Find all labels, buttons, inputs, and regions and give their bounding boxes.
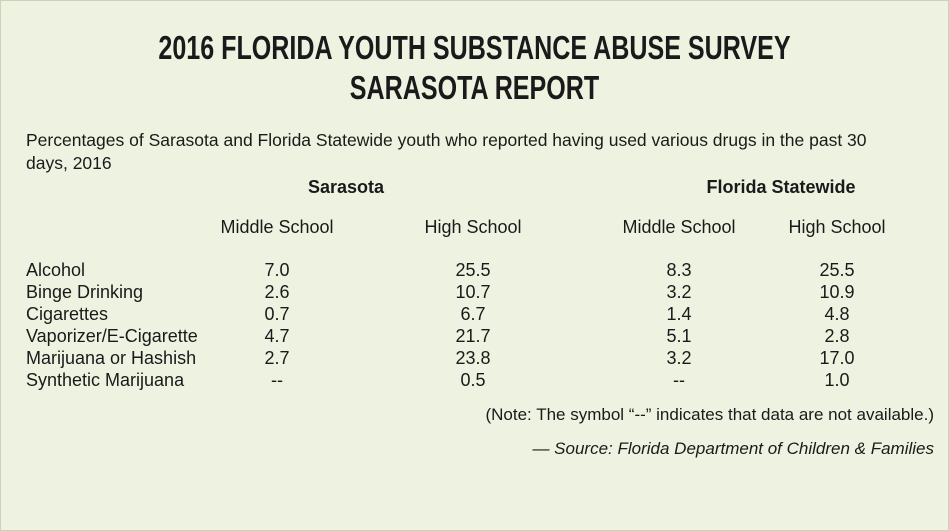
- cell: 7.0: [264, 260, 290, 280]
- row-label: Vaporizer/E-Cigarette: [26, 326, 198, 346]
- note: (Note: The symbol “--” indicates that da…: [485, 405, 934, 424]
- cell: 4.7: [264, 326, 290, 346]
- cell: 0.5: [460, 370, 486, 390]
- cell: 0.7: [264, 304, 290, 324]
- subtitle: Percentages of Sarasota and Florida Stat…: [26, 130, 867, 173]
- row-label: Marijuana or Hashish: [26, 348, 197, 368]
- cell: 4.8: [824, 304, 850, 324]
- group-header: Sarasota: [307, 177, 385, 197]
- title: 2016 FLORIDA YOUTH SUBSTANCE ABUSE SURVE…: [158, 29, 791, 66]
- cell: --: [271, 370, 283, 390]
- column-header: Middle School: [220, 217, 334, 237]
- cell: 1.0: [824, 370, 850, 390]
- column-header: Middle School: [622, 217, 736, 237]
- cell: 5.1: [666, 326, 692, 346]
- column-header: High School: [788, 217, 886, 237]
- row-label: Cigarettes: [26, 304, 109, 324]
- title: SARASOTA REPORT: [349, 69, 600, 106]
- cell: 1.4: [666, 304, 692, 324]
- row-label: Alcohol: [26, 260, 86, 280]
- cell: 17.0: [819, 348, 855, 368]
- cell: 2.7: [264, 348, 290, 368]
- cell: 23.8: [455, 348, 491, 368]
- cell: 2.8: [824, 326, 850, 346]
- row-label: Binge Drinking: [26, 282, 144, 302]
- column-header: High School: [424, 217, 522, 237]
- group-header: Florida Statewide: [706, 177, 856, 197]
- cell: 2.6: [264, 282, 290, 302]
- cell: --: [673, 370, 685, 390]
- cell: 10.7: [455, 282, 491, 302]
- cell: 8.3: [666, 260, 692, 280]
- cell: 10.9: [819, 282, 855, 302]
- cell: 6.7: [460, 304, 486, 324]
- source: — Source: Florida Department of Children…: [532, 439, 934, 458]
- row-label: Synthetic Marijuana: [26, 370, 185, 390]
- cell: 3.2: [666, 348, 692, 368]
- cell: 21.7: [455, 326, 491, 346]
- cell: 3.2: [666, 282, 692, 302]
- cell: 25.5: [455, 260, 491, 280]
- cell: 25.5: [819, 260, 855, 280]
